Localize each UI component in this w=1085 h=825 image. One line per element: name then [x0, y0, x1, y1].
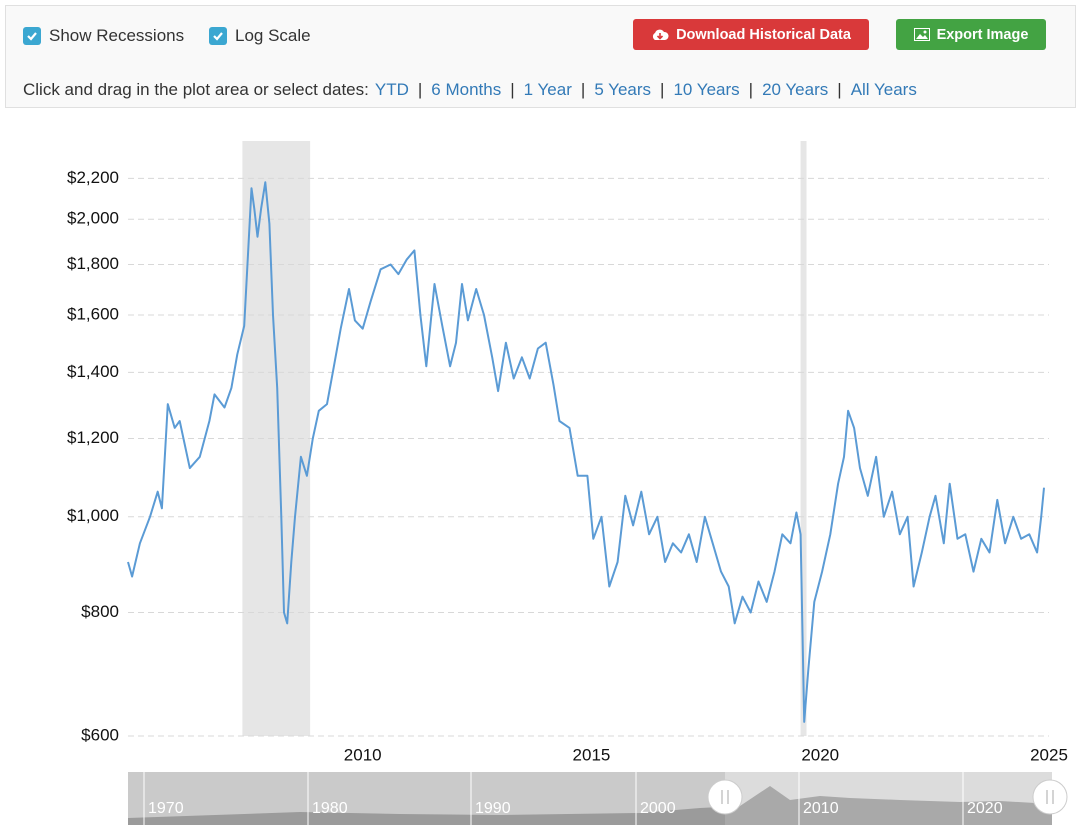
price-line — [127, 181, 1045, 723]
y-tick-label: $2,000 — [67, 209, 119, 228]
navigator-handle[interactable] — [707, 779, 743, 815]
range-link[interactable]: All Years — [850, 80, 917, 99]
show-recessions-toggle[interactable]: Show Recessions — [23, 26, 184, 46]
navigator-mask — [128, 772, 725, 825]
download-button[interactable]: Download Historical Data — [633, 19, 869, 50]
separator: | — [580, 80, 586, 99]
navigator-label: 1980 — [312, 800, 348, 817]
y-tick-label: $1,800 — [67, 254, 119, 273]
button-label: Export Image — [936, 26, 1029, 43]
range-link[interactable]: YTD — [374, 80, 409, 99]
navigator: 1970 1980 1990 2000 2010 2020 — [128, 772, 1052, 825]
cloud-icon — [653, 29, 669, 40]
navigator-label: 1970 — [148, 800, 184, 817]
button-label: Download Historical Data — [676, 26, 851, 43]
toolbar: Show Recessions Log Scale Download Histo… — [5, 5, 1076, 108]
y-tick-label: $1,000 — [67, 506, 119, 525]
export-button[interactable]: Export Image — [896, 19, 1046, 50]
x-tick-label: 2010 — [344, 745, 382, 764]
y-tick-label: $2,200 — [67, 168, 119, 187]
navigator-dividers — [143, 772, 964, 825]
separator: | — [748, 80, 754, 99]
y-tick-label: $1,400 — [67, 362, 119, 381]
navigator-label: 2000 — [640, 800, 676, 817]
navigator-handle[interactable] — [1032, 779, 1068, 815]
y-tick-label: $800 — [81, 602, 119, 621]
separator: | — [417, 80, 423, 99]
navigator-area — [128, 786, 1052, 825]
y-tick-label: $600 — [81, 725, 119, 744]
navigator-label: 2010 — [803, 800, 839, 817]
plot: $600 $800 $1,000 $1,200 $1,400 $1,600 $1,800 $2… — [67, 141, 1068, 764]
log-scale-toggle[interactable]: Log Scale — [209, 26, 311, 46]
separator: | — [837, 80, 842, 99]
range-link[interactable]: 5 Years — [594, 80, 652, 99]
date-range-row: Click and drag in the plot area or selec… — [23, 80, 923, 100]
range-link[interactable]: 6 Months — [431, 80, 502, 99]
prompt: Click and drag in the plot area or selec… — [23, 80, 369, 99]
navigator-label: 1990 — [475, 800, 511, 817]
y-tick-label: $1,200 — [67, 428, 119, 447]
navigator-label: 2020 — [967, 800, 1003, 817]
checkbox[interactable] — [209, 27, 227, 45]
separator: | — [660, 80, 665, 99]
checkbox-label: Show Recessions — [49, 26, 185, 45]
x-tick-label: 2025 — [1030, 745, 1068, 764]
checkbox-label: Log Scale — [235, 26, 311, 45]
y-tick-label: $1,600 — [67, 305, 119, 324]
range-link[interactable]: 20 Years — [762, 80, 829, 99]
range-link[interactable]: 1 Year — [523, 80, 572, 99]
x-tick-label: 2020 — [801, 745, 839, 764]
checkbox[interactable] — [23, 27, 41, 45]
separator: | — [510, 80, 515, 99]
x-tick-label: 2015 — [573, 745, 611, 764]
range-link[interactable]: 10 Years — [673, 80, 740, 99]
image-icon — [913, 28, 930, 41]
